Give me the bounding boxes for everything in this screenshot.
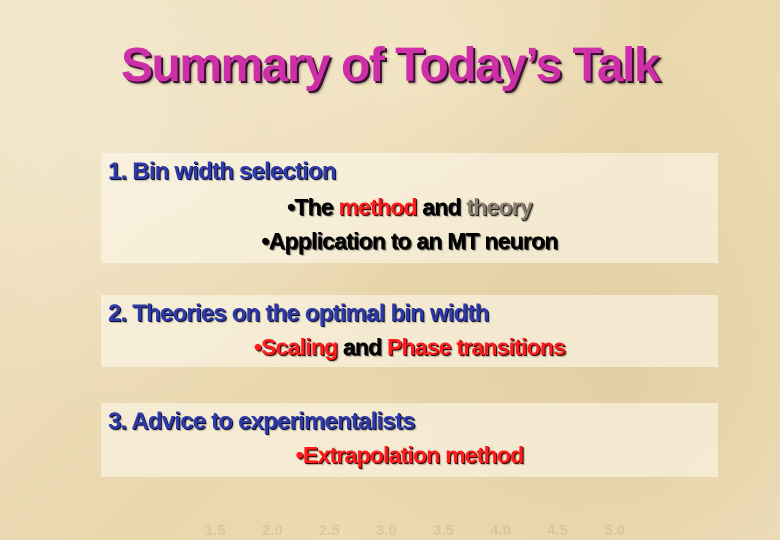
bullet-text-muted: theory [466, 194, 532, 220]
bullet-mark: • [253, 334, 262, 360]
section-2-bullet-1: •Scaling and Phase transitions [101, 334, 718, 361]
watermark-tick: 4.0 [490, 522, 511, 539]
bullet-text-emphasis: Phase transitions [387, 334, 566, 360]
section-2-box: 2. Theories on the optimal bin width •Sc… [101, 295, 718, 367]
section-2-heading: 2. Theories on the optimal bin width [108, 300, 489, 327]
bullet-text-emphasis: method [338, 194, 417, 220]
watermark-tick: 2.0 [262, 522, 283, 539]
bullet-text-emphasis: Scaling [261, 334, 338, 360]
watermark-tick: 3.0 [376, 522, 397, 539]
watermark-tick: 3.5 [433, 522, 454, 539]
watermark-tick: 2.5 [319, 522, 340, 539]
section-1-bullet-2: •Application to an MT neuron [101, 228, 718, 255]
section-1-heading: 1. Bin width selection [108, 158, 337, 185]
watermark-tick: 4.5 [547, 522, 568, 539]
watermark-tick: 1.5 [205, 522, 226, 539]
section-3-heading: 3. Advice to experimentalists [108, 408, 416, 435]
bullet-text: The [294, 194, 339, 220]
section-1-bullet-1: •The method and theory [101, 194, 718, 221]
bullet-text: and [416, 194, 467, 220]
bullet-text: and [337, 334, 387, 360]
bullet-mark: • [295, 442, 304, 468]
bullet-text-emphasis: Extrapolation method [302, 442, 524, 468]
bullet-mark: • [287, 194, 295, 220]
background-watermark-axis: 1.5 2.0 2.5 3.0 3.5 4.0 4.5 5.0 [205, 522, 625, 540]
section-3-box: 3. Advice to experimentalists •Extrapola… [101, 403, 718, 477]
watermark-tick: 5.0 [604, 522, 625, 539]
section-3-bullet-1: •Extrapolation method [101, 442, 718, 469]
bullet-text: Application to an MT neuron [268, 228, 559, 254]
bullet-mark: • [261, 228, 269, 254]
slide-title: Summary of Today’s Talk [120, 39, 661, 92]
section-1-box: 1. Bin width selection •The method and t… [101, 153, 718, 263]
